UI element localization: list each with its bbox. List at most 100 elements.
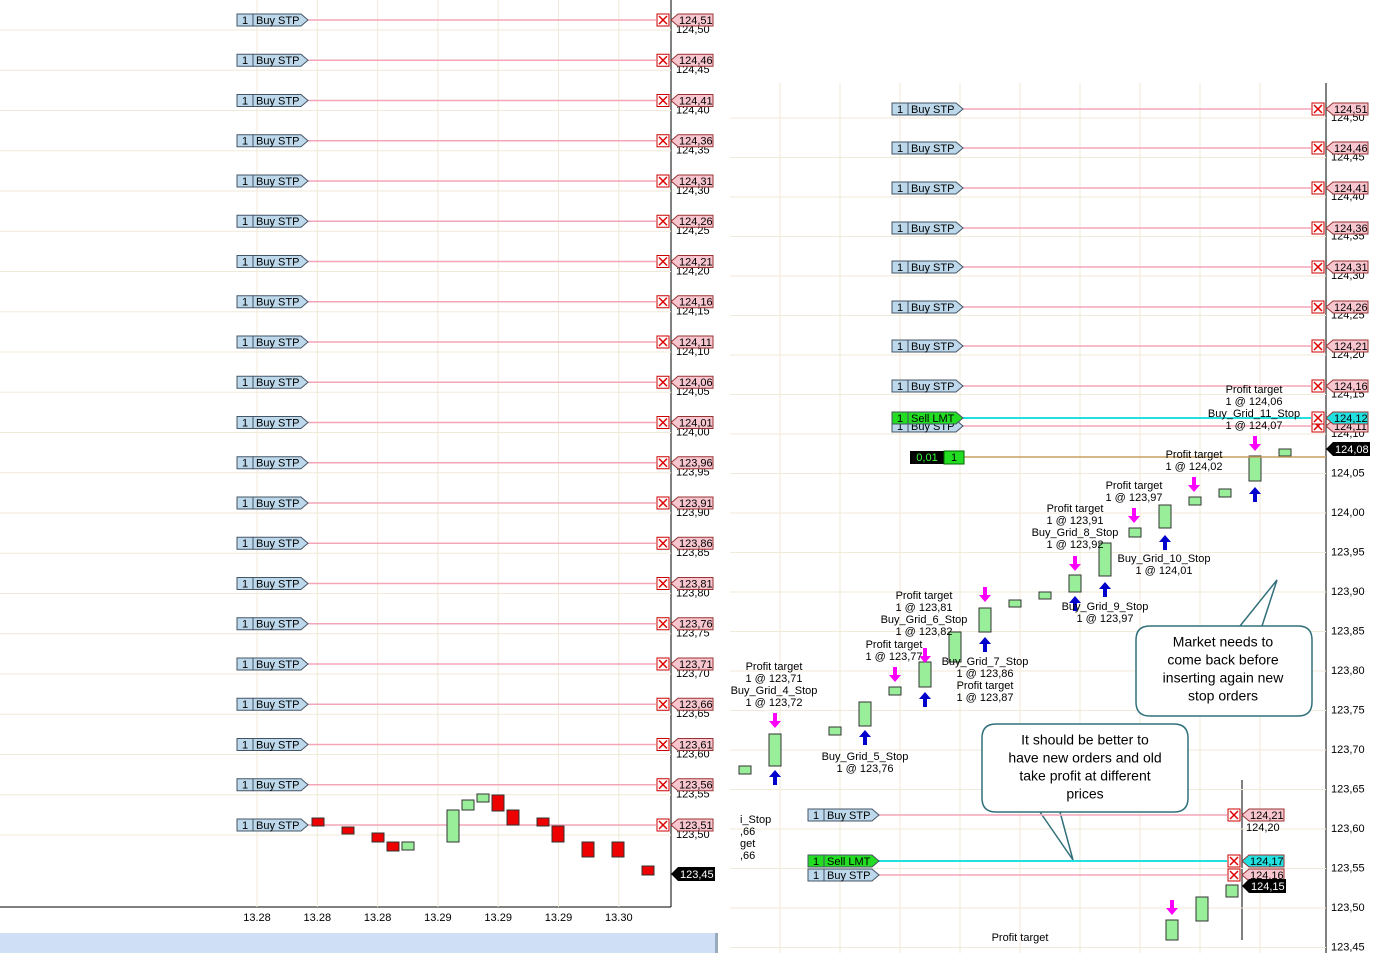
cancel-x [658,659,668,669]
cancel-x [1313,302,1323,312]
candle [1188,496,1202,506]
cancel-x [1313,223,1323,233]
cancel-x [1313,143,1323,153]
order-qty: 1 [242,739,248,751]
callout-text: take profit at different [1019,768,1150,784]
exit-arrow [769,713,781,728]
annotation: Profit target [896,590,953,602]
order-qty: 1 [897,183,903,195]
time-axis-label: 13.28 [304,912,332,924]
candle [1008,599,1022,608]
order-type: Buy STP [256,176,299,188]
price-axis-label: 124,30 [676,185,710,197]
buy-order: 1 Buy STP 124,16 [891,379,1369,393]
order-price: 123,76 [679,619,713,631]
order-qty: 1 [242,659,248,671]
annotation: 1 @ 123,82 [895,626,952,638]
candle [918,661,932,688]
price-axis-label: 123,80 [1331,665,1365,677]
price-tag [670,496,714,510]
cancel-x [1313,381,1323,391]
order-type: Buy STP [911,381,954,393]
price-axis-label: 123,75 [1331,704,1365,716]
price-axis-label: 124,20 [676,265,710,277]
annotation: Profit target [1226,384,1283,396]
exit-arrow [1249,436,1261,451]
order-type: Buy STP [911,143,954,155]
price-tag [670,174,714,188]
callout-text: It should be better to [1021,732,1149,748]
scrollbar [0,933,715,953]
buy-order: 1 Buy STP 124,46 [236,53,714,67]
position-qty: 1 [951,452,957,464]
order-type: Buy STP [256,256,299,268]
order-type: Buy STP [256,417,299,429]
price-axis-label: 124,15 [676,306,710,318]
order-type: Buy STP [256,216,299,228]
entry-arrow [1069,596,1081,611]
buy-order: 1 Buy STP 123,56 [236,778,714,792]
callout-text: inserting again new [1163,670,1285,686]
order-type: Buy STP [256,659,299,671]
annotation: 1 @ 123,97 [1076,613,1133,625]
annotation: Profit target [1166,449,1223,461]
order-tag [252,53,309,67]
time-axis-label: 13.29 [545,912,573,924]
order-tag [907,339,964,353]
cancel-x [658,55,668,65]
order-type: Buy STP [256,458,299,470]
order-qty: 1 [897,341,903,353]
candle [948,631,962,663]
cancel-x [658,820,668,830]
order-price: 124,31 [1334,262,1368,274]
cancel-x [658,780,668,790]
cancel-x [1229,870,1239,880]
buy-order: 1 Buy STP 123,71 [236,657,714,671]
order-qty: 1 [897,413,903,425]
buy-order: 1 Buy STP 123,91 [236,496,714,510]
order-type: Buy STP [911,223,954,235]
cancel-x [658,498,668,508]
last-price-tag [1326,442,1370,456]
order-qty: 1 [242,176,248,188]
order-qty: 1 [242,377,248,389]
exit-arrow [1166,900,1178,915]
order-tag [907,300,964,314]
exit-arrow [889,667,901,682]
buy-order: 1 Buy STP 123,76 [236,617,714,631]
price-tag [1325,300,1369,314]
order-tag [252,577,309,590]
order-price: 123,91 [679,498,713,510]
price-axis-label: 123,55 [676,789,710,801]
order-tag [252,818,309,832]
price-tag [670,375,714,389]
order-type: Buy STP [256,377,299,389]
cancel-x [658,739,668,750]
candle [401,841,415,851]
order-type: Buy STP [256,15,299,27]
order-price: 124,36 [1334,223,1368,235]
last-price-tag [671,867,715,881]
price-axis-label: 124,50 [676,24,710,36]
annotation: 1 @ 123,76 [836,763,893,775]
order-type: Buy STP [256,136,299,148]
candle [1068,574,1082,593]
order-price: 124,21 [679,256,713,268]
annotation: Buy_Grid_7_Stop [942,656,1029,668]
order-price: 124,26 [1334,302,1368,314]
order-tag [252,536,309,550]
price-tag [1325,260,1369,274]
order-price: 124,16 [679,297,713,309]
order-qty: 1 [242,297,248,309]
candle [641,865,655,876]
price-axis-label: 124,05 [1331,467,1365,479]
order-price: 124,11 [679,337,712,349]
annotation: Buy_Grid_11_Stop [1208,408,1300,420]
order-tag [907,411,964,425]
order-price: 124,51 [679,15,713,27]
price-axis-label: 124,25 [676,225,710,237]
cancel-x [658,337,668,347]
order-qty: 1 [242,216,248,228]
candle [978,607,992,633]
buy-order: 1 Buy STP 124,16 [236,295,714,309]
